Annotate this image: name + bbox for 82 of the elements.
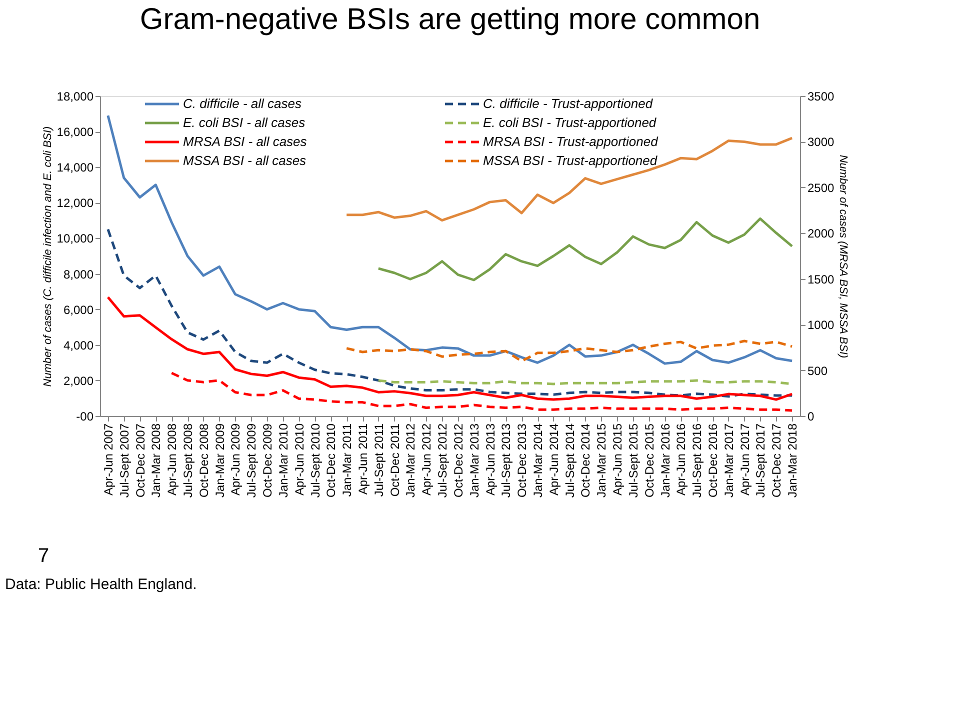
x-tick-label: Oct-Dec 2012 [451,423,466,498]
y-tick-label: 14,000 [56,160,94,175]
y-tick-label: 16,000 [56,125,94,140]
y2-tick-label: 2500 [808,180,835,195]
x-tick-label: Apr-Jun 2009 [228,423,243,496]
line-series [106,228,794,398]
x-tick-label: Oct-Dec 2015 [642,423,656,498]
x-tick-label: Jan-Mar 2012 [404,423,418,498]
y-tick-label: 12,000 [56,196,94,210]
y2-tick-label: 1500 [808,272,835,286]
y2-tick-label: 1000 [808,318,835,332]
x-tick-label: Oct-Dec 2014 [578,423,593,498]
legend-label: MSSA BSI - Trust-apportioned [483,153,658,168]
line-series [345,136,794,222]
x-tick-label: Apr-Jun 2007 [101,423,116,496]
y-tick-label: 10,000 [56,232,94,246]
x-tick-label: Jan-Mar 2013 [467,423,482,498]
x-tick-label: Apr-Jun 2015 [610,423,625,496]
x-tick-label: Jul-Sept 2010 [308,423,322,498]
y-tick-label: -00 [76,410,94,424]
x-tick-label: Jul-Sept 2013 [499,423,514,498]
x-tick-label: Apr-Jun 2014 [546,423,561,496]
x-tick-label: Jan-Mar 2015 [594,423,609,498]
x-tick-label: Oct-Dec 2010 [324,423,338,498]
x-tick-label: Jan-Mar 2011 [340,423,354,497]
x-tick-label: Jul-Sept 2012 [436,423,450,498]
x-tick-label: Oct-Dec 2017 [770,423,784,498]
chart-title: Gram-negative BSIs are getting more common [140,3,760,36]
text: Data: Public Health England. [5,576,197,593]
y-tick-label: 6,000 [63,302,94,317]
x-tick-label: Oct-Dec 2007 [133,423,148,498]
x-tick-label: Jan-Mar 2008 [149,423,164,498]
legend-label: E. coli BSI - Trust-apportioned [483,115,657,130]
line-series [377,217,794,282]
x-tick-label: Jul-Sept 2009 [244,423,259,498]
x-tick-label: Apr-Jun 2013 [483,423,498,496]
y-tick-label: 18,000 [56,90,94,104]
x-tick-label: Apr-Jun 2016 [674,423,688,496]
x-tick-label: Jul-Sept 2015 [626,423,640,498]
legend-label: C. difficile - all cases [183,96,302,111]
legend-label: C. difficile - Trust-apportioned [483,96,654,111]
y2-tick-label: 500 [808,364,828,378]
x-tick-label: Jul-Sept 2008 [181,423,195,498]
x-tick-label: Jan-Mar 2014 [531,423,545,498]
x-tick-label: Oct-Dec 2011 [388,423,402,497]
y-axis-title: Number of cases (C. difficile infection and E. coli BSI) [42,126,54,387]
x-tick-label: Apr-Jun 2010 [292,423,306,496]
legend-label: MRSA BSI - all cases [183,134,308,149]
y-tick-label: 4,000 [63,338,94,352]
line-series [345,340,794,362]
x-tick-label: Oct-Dec 2009 [260,423,275,498]
x-tick-label: Apr-Jun 2008 [165,423,180,496]
x-tick-label: Jan-Mar 2010 [276,423,290,498]
x-tick-label: Apr-Jun 2017 [738,423,752,496]
y-tick-label: 2,000 [63,374,94,388]
x-tick-label: Jan-Mar 2017 [722,423,736,498]
y2-tick-label: 0 [808,410,814,424]
x-tick-label: Oct-Dec 2008 [196,423,211,498]
y-tick-label: 8,000 [63,267,94,282]
line-series [170,372,794,412]
x-tick-label: Jan-Mar 2018 [786,423,800,498]
x-tick-label: Apr-Jun 2012 [420,423,434,496]
y2-tick-label: 2000 [808,226,835,241]
text: 7 [38,545,50,567]
x-tick-label: Jul-Sept 2016 [690,423,704,498]
x-tick-label: Jan-Mar 2009 [212,423,227,498]
x-tick-label: Apr-Jun 2011 [356,423,370,495]
legend-label: MRSA BSI - Trust-apportioned [483,134,659,149]
x-tick-label: Jul-Sept 2011 [372,423,386,497]
legend-label: MSSA BSI - all cases [183,153,307,168]
x-tick-label: Oct-Dec 2013 [515,423,530,498]
legend-label: E. coli BSI - all cases [183,115,306,130]
y2-tick-label: 3000 [808,135,835,150]
y2-tick-label: 3500 [808,90,835,104]
x-tick-label: Jul-Sept 2014 [562,423,577,498]
x-tick-label: Jul-Sept 2017 [754,423,768,498]
line-series [106,296,794,401]
x-tick-label: Jan-Mar 2016 [658,423,672,498]
y2-axis-title: Number of cases (MRSA BSI, MSSA BSI) [837,154,850,359]
x-tick-label: Jul-Sept 2007 [117,423,132,498]
line-series [106,114,794,365]
x-tick-label: Oct-Dec 2016 [706,423,720,498]
